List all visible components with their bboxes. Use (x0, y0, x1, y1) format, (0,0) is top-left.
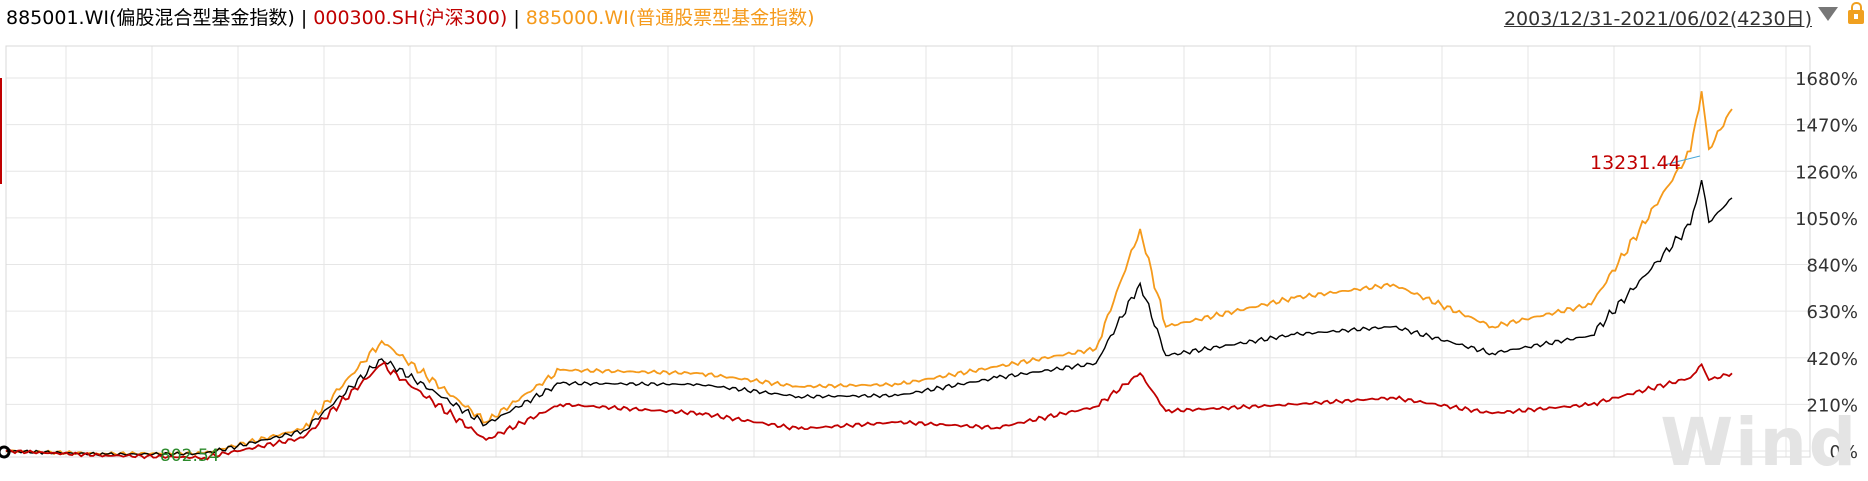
y-axis: 0% 210% 420% 630% 840% 1050% 1260% 1470% 1680% (1795, 69, 1858, 463)
y-tick-label: 1470% (1795, 116, 1858, 137)
chart-header: 885001.WI(偏股混合型基金指数) | 000300.SH(沪深300) … (0, 0, 1868, 32)
min-value-annotation: 802.54 (160, 446, 220, 466)
date-range-link[interactable]: 2003/12/31-2021/06/02(4230日) (1503, 8, 1812, 30)
chart-series (5, 91, 1733, 461)
start-marker (0, 445, 11, 459)
y-tick-label: 1260% (1795, 162, 1858, 183)
max-value-annotation: 13231.44 (1590, 152, 1681, 174)
legend-item-885000[interactable]: 885000.WI(普通股票型基金指数) (525, 7, 815, 29)
y-tick-label: 840% (1807, 256, 1858, 277)
legend-separator: | (507, 7, 526, 29)
y-tick-label: 1680% (1795, 69, 1858, 90)
legend-separator: | (294, 7, 314, 29)
legend-item-000300[interactable]: 000300.SH(沪深300) (313, 7, 508, 29)
y-tick-label: 210% (1807, 395, 1858, 416)
legend: 885001.WI(偏股混合型基金指数) | 000300.SH(沪深300) … (6, 3, 815, 30)
series-line-2 (5, 91, 1733, 457)
line-chart: 0% 210% 420% 630% 840% 1050% 1260% 1470% 1680% (0, 45, 1858, 463)
chart-grid (5, 45, 1811, 458)
y-tick-label: 630% (1807, 302, 1858, 323)
max-annotation-pointer (1659, 155, 1701, 167)
lock-icon[interactable] (1848, 2, 1864, 24)
y-tick-label: 420% (1807, 349, 1858, 370)
y-tick-label: 0% (1829, 442, 1858, 463)
series-line-1 (5, 361, 1733, 461)
legend-item-885001[interactable]: 885001.WI(偏股混合型基金指数) (6, 7, 295, 29)
left-edge-marker (0, 78, 2, 184)
plot-frame (5, 45, 1811, 458)
chevron-down-icon[interactable] (1818, 7, 1838, 21)
series-line-0 (5, 179, 1733, 457)
wind-watermark: Wind (1660, 404, 1858, 481)
y-tick-label: 1050% (1795, 209, 1858, 230)
chart-markers (0, 155, 1701, 459)
